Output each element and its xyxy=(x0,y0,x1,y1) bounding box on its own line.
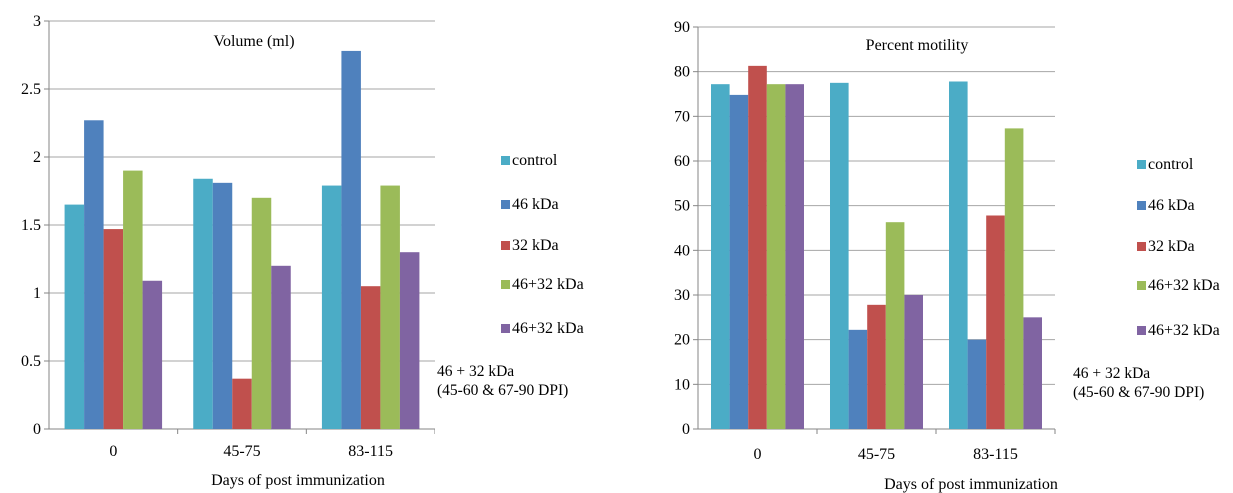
legend-item-46-32kda: 46+32 kDa xyxy=(501,275,584,295)
y-tick-label: 70 xyxy=(674,108,690,125)
y-tick-label: 30 xyxy=(674,287,690,304)
bar xyxy=(867,304,886,429)
bar xyxy=(1004,128,1024,430)
bar xyxy=(949,81,968,429)
bar xyxy=(341,50,361,430)
bar xyxy=(232,378,252,429)
bar xyxy=(729,94,749,429)
bar xyxy=(271,265,291,429)
legend-label-46kda: 46 kDa xyxy=(1148,197,1195,214)
legend-item-46kda: 46 kDa xyxy=(501,195,559,215)
volume-chart: 0 0.5 1 1.5 2 2.5 3 0 45-75 83-115 Volume (ml) Days… xyxy=(21,13,435,489)
motility-chart-legend: control 46 kDa 32 kDa 46+32 kDa 46+32 kD… xyxy=(1137,0,1233,493)
legend-swatch-control xyxy=(1137,159,1146,169)
legend-swatch-46kda xyxy=(501,199,510,209)
bar xyxy=(321,185,342,429)
y-tick-label: 3 xyxy=(33,13,41,30)
bar xyxy=(251,197,272,429)
legend-label-46-32kda-late: 46+32 kDa xyxy=(1148,322,1220,339)
bar xyxy=(766,84,786,429)
chart-title: Percent motility xyxy=(866,37,969,54)
x-tick-label: 45-75 xyxy=(858,446,895,463)
legend-swatch-control xyxy=(501,155,510,165)
legend-swatch-46kda xyxy=(1137,200,1146,210)
bar xyxy=(84,120,104,429)
y-tick-label: 60 xyxy=(674,153,690,170)
legend-label-control: control xyxy=(1148,156,1194,173)
bar xyxy=(748,65,767,430)
legend-label-46-32kda: 46+32 kDa xyxy=(1148,277,1220,294)
bar xyxy=(848,329,868,429)
legend-label-46kda: 46 kDa xyxy=(512,196,559,213)
x-tick-label: 0 xyxy=(754,446,762,463)
y-tick-label: 2.5 xyxy=(21,81,41,98)
legend-item-control: control xyxy=(1137,155,1193,175)
bar xyxy=(193,178,213,429)
legend-label-32kda: 32 kDa xyxy=(512,237,559,254)
bar xyxy=(1023,317,1042,429)
x-axis-label: Days of post immunization xyxy=(211,472,385,489)
bar xyxy=(885,222,905,429)
legend-note-line-2: (45-60 & 67-90 DPI) xyxy=(1073,384,1205,401)
x-tick-label: 0 xyxy=(109,443,117,460)
legend-label-control: control xyxy=(512,152,558,169)
legend-note-line-1: 46 + 32 kDa xyxy=(437,363,515,380)
bar xyxy=(711,84,730,429)
legend-label-46-32kda-late: 46+32 kDa xyxy=(512,320,584,337)
legend-swatch-46-32kda xyxy=(1137,280,1146,290)
volume-chart-legend: control 46 kDa 32 kDa 46+32 kDa 46+32 kD… xyxy=(501,0,631,493)
legend-swatch-46-32kda-late xyxy=(1137,325,1146,335)
y-tick-label: 0 xyxy=(682,421,690,438)
y-tick-label: 1.5 xyxy=(21,217,41,234)
y-tick-label: 90 xyxy=(674,19,690,36)
bar xyxy=(785,84,804,429)
bar xyxy=(360,286,381,429)
legend-swatch-32kda xyxy=(1137,241,1146,251)
bar xyxy=(967,339,987,429)
y-tick-label: 50 xyxy=(674,198,690,215)
y-tick-label: 20 xyxy=(674,332,690,349)
bar xyxy=(212,182,233,429)
y-tick-label: 2 xyxy=(33,149,41,166)
bar xyxy=(830,82,849,429)
x-axis-label: Days of post immunization xyxy=(884,476,1058,493)
legend-note-line-1: 46 + 32 kDa xyxy=(1073,365,1151,382)
legend-swatch-46-32kda xyxy=(501,279,510,289)
legend-note-line-2: (45-60 & 67-90 DPI) xyxy=(437,382,569,399)
x-tick-label: 45-75 xyxy=(223,443,260,460)
bar xyxy=(904,295,923,429)
legend-label-32kda: 32 kDa xyxy=(1148,238,1195,255)
y-tick-label: 40 xyxy=(674,242,690,259)
volume-legend-note: 46 + 32 kDa (45-60 & 67-90 DPI) xyxy=(437,362,568,400)
bar xyxy=(64,204,85,429)
x-tick-label: 83-115 xyxy=(348,443,393,460)
motility-chart: 0 10 20 30 40 50 60 70 80 90 0 45-75 83-115 Percent m… xyxy=(674,19,1058,493)
legend-item-46kda: 46 kDa xyxy=(1137,196,1195,216)
x-tick-label: 83-115 xyxy=(973,446,1018,463)
bar xyxy=(103,229,124,429)
legend-item-46-32kda: 46+32 kDa xyxy=(1137,276,1220,296)
bar xyxy=(380,185,400,429)
legend-label-46-32kda: 46+32 kDa xyxy=(512,276,584,293)
bar xyxy=(986,215,1005,429)
legend-swatch-32kda xyxy=(501,240,510,250)
legend-swatch-46-32kda-late xyxy=(501,323,510,333)
bar xyxy=(123,170,143,429)
y-tick-label: 10 xyxy=(674,376,690,393)
y-tick-label: 1 xyxy=(33,285,41,302)
motility-legend-note: 46 + 32 kDa (45-60 & 67-90 DPI) xyxy=(1073,364,1204,402)
legend-item-46-32kda-late: 46+32 kDa xyxy=(1137,321,1220,341)
legend-item-32kda: 32 kDa xyxy=(501,236,559,256)
y-tick-label: 0 xyxy=(33,421,41,438)
y-tick-label: 80 xyxy=(674,64,690,81)
legend-item-control: control xyxy=(501,151,557,171)
bar xyxy=(142,280,163,429)
y-tick-label: 0.5 xyxy=(21,353,41,370)
legend-item-46-32kda-late: 46+32 kDa xyxy=(501,319,584,339)
bar xyxy=(399,252,420,429)
legend-item-32kda: 32 kDa xyxy=(1137,237,1195,257)
chart-title: Volume (ml) xyxy=(213,33,294,50)
